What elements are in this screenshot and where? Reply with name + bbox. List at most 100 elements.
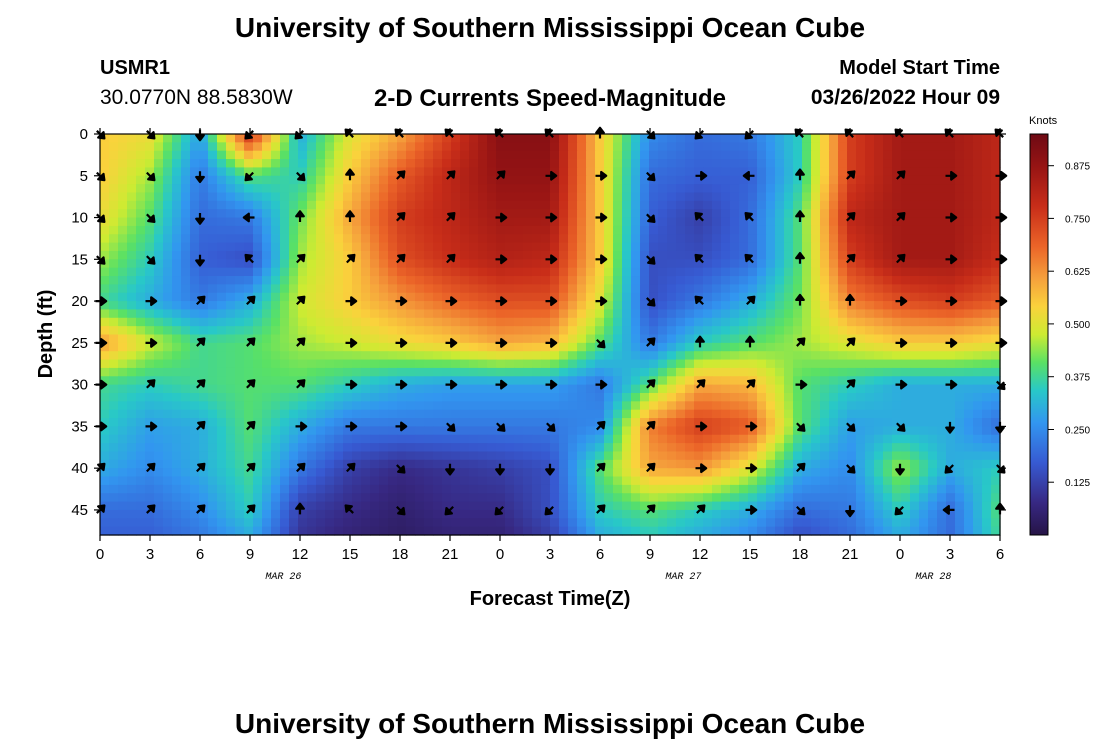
heatmap-cell — [937, 384, 947, 394]
heatmap-cell — [937, 401, 947, 411]
heatmap-cell — [550, 217, 560, 227]
heatmap-cell — [577, 426, 587, 436]
heatmap-cell — [379, 184, 389, 194]
heatmap-cell — [874, 292, 884, 302]
heatmap-cell — [901, 426, 911, 436]
heatmap-cell — [307, 484, 317, 494]
heatmap-cell — [919, 175, 929, 185]
heatmap-cell — [667, 200, 677, 210]
heatmap-cell — [568, 451, 578, 461]
heatmap-cell — [469, 409, 479, 419]
heatmap-cell — [883, 418, 893, 427]
heatmap-cell — [316, 309, 326, 319]
heatmap-cell — [190, 509, 200, 519]
heatmap-cell — [532, 250, 542, 260]
heatmap-cell — [694, 259, 704, 269]
heatmap-cell — [559, 250, 569, 260]
heatmap-cell — [541, 459, 551, 469]
heatmap-cell — [757, 259, 767, 269]
heatmap-cell — [307, 259, 317, 269]
heatmap-cell — [649, 443, 659, 453]
heatmap-cell — [379, 134, 389, 143]
heatmap-cell — [991, 451, 1001, 461]
heatmap-cell — [154, 367, 164, 377]
heatmap-cell — [271, 309, 281, 319]
heatmap-cell — [775, 134, 785, 143]
heatmap-cell — [802, 276, 812, 285]
heatmap-cell — [991, 200, 1001, 210]
heatmap-cell — [901, 284, 911, 294]
heatmap-cell — [640, 200, 650, 210]
heatmap-cell — [766, 501, 776, 511]
heatmap-cell — [838, 267, 848, 277]
heatmap-cell — [883, 434, 893, 444]
heatmap-cell — [262, 501, 272, 511]
heatmap-cell — [361, 259, 371, 269]
heatmap-cell — [874, 418, 884, 427]
heatmap-cell — [550, 175, 560, 185]
heatmap-cell — [298, 200, 308, 210]
heatmap-cell — [334, 359, 344, 369]
heatmap-cell — [343, 150, 353, 160]
heatmap-cell — [271, 384, 281, 394]
heatmap-cell — [307, 476, 317, 486]
heatmap-cell — [811, 359, 821, 369]
heatmap-cell — [487, 209, 497, 219]
heatmap-cell — [829, 242, 839, 252]
heatmap-cell — [694, 392, 704, 402]
heatmap-cell — [307, 351, 317, 361]
heatmap-cell — [280, 225, 290, 235]
heatmap-cell — [523, 451, 533, 461]
heatmap-cell — [586, 468, 596, 478]
heatmap-cell — [604, 225, 614, 235]
heatmap-cell — [163, 267, 173, 277]
heatmap-cell — [739, 334, 749, 344]
heatmap-cell — [928, 409, 938, 419]
heatmap-cell — [901, 384, 911, 394]
heatmap-cell — [973, 518, 983, 528]
heatmap-cell — [163, 459, 173, 469]
heatmap-cell — [730, 200, 740, 210]
heatmap-cell — [946, 476, 956, 486]
heatmap-cell — [469, 493, 479, 503]
heatmap-cell — [361, 326, 371, 336]
heatmap-cell — [676, 175, 686, 185]
heatmap-cell — [361, 351, 371, 361]
heatmap-cell — [703, 167, 713, 177]
heatmap-cell — [640, 493, 650, 503]
heatmap-cell — [334, 484, 344, 494]
heatmap-cell — [667, 259, 677, 269]
heatmap-cell — [838, 493, 848, 503]
heatmap-cell — [505, 309, 515, 319]
heatmap-cell — [784, 317, 794, 327]
heatmap-cell — [991, 418, 1001, 427]
heatmap-cell — [874, 234, 884, 244]
heatmap-cell — [136, 434, 146, 444]
heatmap-cell — [919, 192, 929, 202]
heatmap-cell — [838, 518, 848, 528]
heatmap-cell — [217, 184, 227, 194]
heatmap-cell — [901, 401, 911, 411]
heatmap-cell — [352, 342, 362, 352]
heatmap-cell — [865, 409, 875, 419]
heatmap-cell — [892, 434, 902, 444]
heatmap-cell — [604, 443, 614, 453]
heatmap-cell — [829, 217, 839, 227]
heatmap-cell — [865, 167, 875, 177]
heatmap-cell — [325, 451, 335, 461]
heatmap-cell — [298, 468, 308, 478]
heatmap-cell — [604, 209, 614, 219]
heatmap-cell — [424, 509, 434, 519]
heatmap-cell — [820, 376, 830, 386]
heatmap-cell — [352, 159, 362, 169]
heatmap-cell — [865, 501, 875, 511]
heatmap-cell — [100, 334, 110, 344]
heatmap-cell — [541, 267, 551, 277]
heatmap-cell — [370, 401, 380, 411]
heatmap-cell — [451, 392, 461, 402]
heatmap-cell — [127, 159, 137, 169]
heatmap-cell — [793, 484, 803, 494]
heatmap-cell — [604, 459, 614, 469]
heatmap-cell — [343, 468, 353, 478]
heatmap-cell — [397, 484, 407, 494]
